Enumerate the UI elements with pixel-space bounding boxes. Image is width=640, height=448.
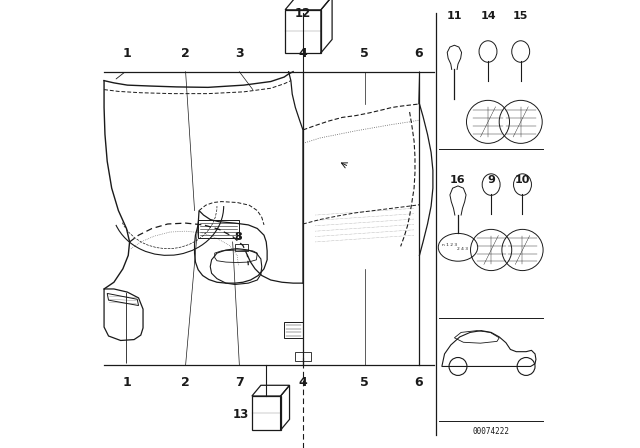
Text: 2: 2 xyxy=(181,376,190,389)
Text: 2: 2 xyxy=(181,47,190,60)
Text: 12: 12 xyxy=(295,7,311,20)
Text: 1: 1 xyxy=(122,47,131,60)
Text: 00074222: 00074222 xyxy=(472,427,509,436)
Text: 9: 9 xyxy=(487,175,495,185)
Text: 1: 1 xyxy=(122,376,131,389)
Text: 15: 15 xyxy=(513,11,529,21)
Text: 6: 6 xyxy=(414,376,423,389)
Text: 5: 5 xyxy=(360,47,369,60)
Text: 4: 4 xyxy=(299,47,307,60)
Text: 11: 11 xyxy=(447,11,462,21)
Text: 6: 6 xyxy=(414,47,423,60)
Text: 4: 4 xyxy=(299,376,307,389)
Text: 3: 3 xyxy=(235,47,244,60)
Text: 8: 8 xyxy=(235,232,243,242)
Text: 7: 7 xyxy=(235,376,244,389)
Text: 2 4 3: 2 4 3 xyxy=(457,247,468,251)
Text: 16: 16 xyxy=(450,175,466,185)
Text: 13: 13 xyxy=(233,408,249,421)
Text: 14: 14 xyxy=(480,11,496,21)
Text: 10: 10 xyxy=(515,175,530,185)
Text: 5: 5 xyxy=(360,376,369,389)
Text: n 1 2 3: n 1 2 3 xyxy=(442,243,458,246)
